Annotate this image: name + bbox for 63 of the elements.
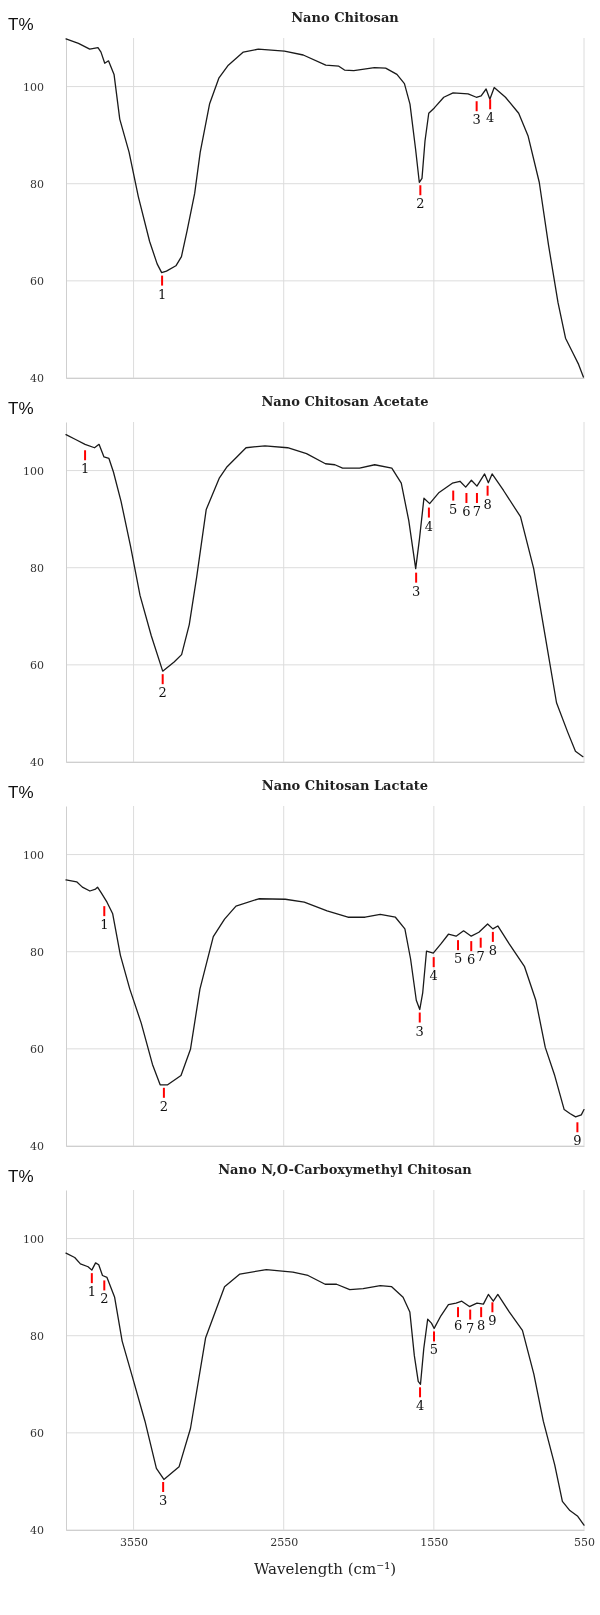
annotation: 9 [488,1313,497,1329]
annotation: 3 [159,1493,168,1508]
annotation: 3 [412,583,421,599]
y-tick-label: 100 [23,464,44,478]
x-tick-label: 550 [574,1535,595,1549]
annotation: 3 [472,112,481,128]
y-tick-label: 40 [30,372,44,386]
annotation: 4 [424,518,434,534]
annotation: 6 [453,1318,463,1334]
x-tick-label: 1550 [420,1535,449,1549]
annotation: 1 [100,917,109,933]
y-axis-title: T% [8,783,34,802]
x-tick-label: 2550 [270,1535,299,1549]
chart-title: Nano Chitosan Lactate [261,778,429,793]
chart-title: Nano N,O-Carboxymethyl Chitosan [218,1162,473,1177]
y-axis-title: T% [8,15,34,34]
line-series [65,1252,585,1526]
chart-title: Nano Chitosan [291,10,400,25]
annotation: 4 [486,110,495,126]
line-series [65,38,585,378]
y-tick-label: 60 [30,1042,44,1056]
annotation: 5 [453,951,463,967]
y-tick-label: 80 [30,945,44,959]
annotation: 1 [157,286,167,302]
annotation: 5 [449,501,458,517]
annotation: 8 [477,1318,486,1334]
annotation: 6 [462,504,471,519]
y-tick-label: 60 [30,1426,44,1440]
annotation: 2 [100,1291,109,1307]
y-tick-label: 80 [30,561,44,575]
annotation: 7 [472,504,482,519]
x-tick-label: 3550 [120,1535,149,1549]
annotation: 6 [467,952,476,968]
line-series [65,433,584,758]
annotation: 4 [429,968,438,984]
chart-title: Nano Chitosan Acetate [261,394,429,409]
y-tick-label: 40 [30,1524,44,1538]
y-axis-title: T% [8,1167,34,1186]
x-axis-title: Wavelength (cm⁻¹) [253,1560,397,1578]
y-tick-label: 60 [30,274,44,288]
y-tick-label: 100 [23,1232,44,1246]
annotation: 8 [488,942,497,958]
y-tick-label: 40 [30,756,44,770]
y-tick-label: 100 [23,848,44,862]
y-tick-label: 40 [30,1140,44,1154]
y-tick-label: 60 [30,658,44,672]
annotation: 7 [466,1320,475,1336]
y-tick-label: 80 [30,177,44,191]
annotation: 3 [415,1023,424,1039]
annotation: 2 [158,685,167,701]
annotation: 4 [415,1398,425,1414]
annotation: 9 [573,1133,582,1149]
annotation: 1 [87,1284,96,1300]
y-tick-label: 100 [23,80,44,94]
annotation: 5 [429,1342,439,1358]
annotation: 7 [476,948,485,964]
annotation: 2 [159,1098,169,1114]
line-series [65,879,585,1118]
y-axis-title: T% [8,399,34,418]
annotation: 1 [80,461,90,477]
y-tick-label: 80 [30,1329,44,1343]
annotation: 2 [416,196,425,212]
annotation: 8 [483,496,492,512]
